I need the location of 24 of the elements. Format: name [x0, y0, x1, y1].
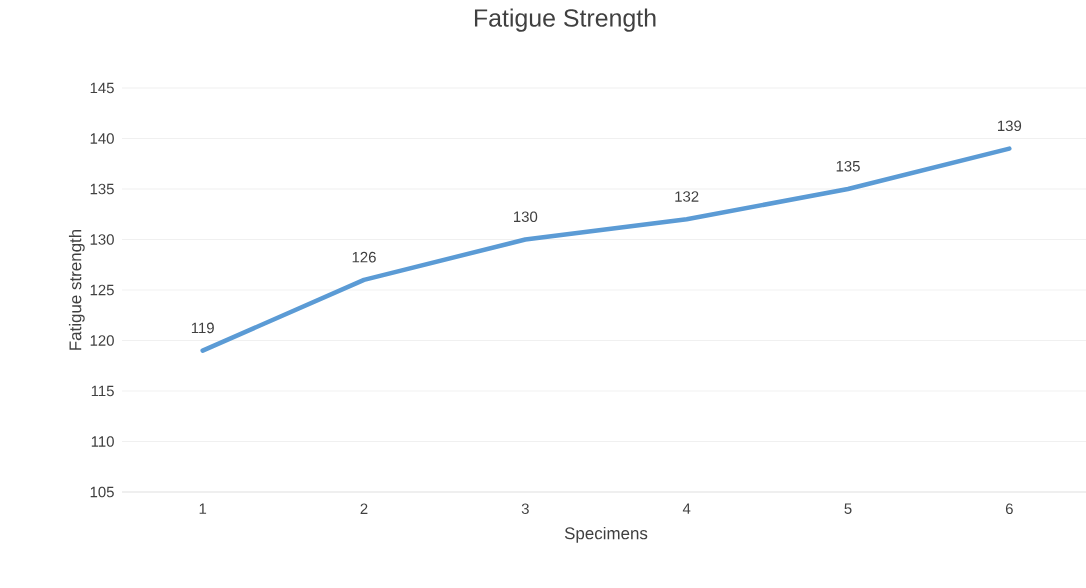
y-tick-label: 135: [90, 183, 114, 195]
data-label: 130: [514, 211, 538, 223]
chart-title: Fatigue Strength: [474, 8, 656, 32]
x-tick-label: 6: [1005, 503, 1013, 515]
y-tick-label: 115: [91, 385, 114, 397]
y-tick-label: 105: [90, 486, 114, 498]
y-tick-label: 125: [90, 284, 114, 296]
y-tick-label: 130: [90, 234, 114, 245]
x-axis-title: Specimens: [564, 526, 648, 543]
y-axis-title: Fatigue strength: [68, 229, 85, 350]
x-tick-label: 4: [682, 503, 691, 514]
y-tick-label: 145: [90, 82, 114, 94]
x-tick-label: 3: [521, 503, 529, 515]
x-tick-label: 5: [844, 503, 852, 514]
x-tick-label: 2: [360, 503, 368, 514]
data-label: 126: [352, 251, 376, 263]
data-label: 139: [998, 120, 1022, 132]
x-tick-label: 1: [199, 503, 207, 514]
y-tick-label: 140: [90, 133, 114, 144]
data-label: 119: [191, 322, 214, 334]
y-tick-label: 110: [91, 436, 114, 447]
data-label: 135: [836, 160, 860, 172]
y-tick-label: 120: [90, 335, 114, 346]
data-label: 132: [675, 191, 699, 202]
